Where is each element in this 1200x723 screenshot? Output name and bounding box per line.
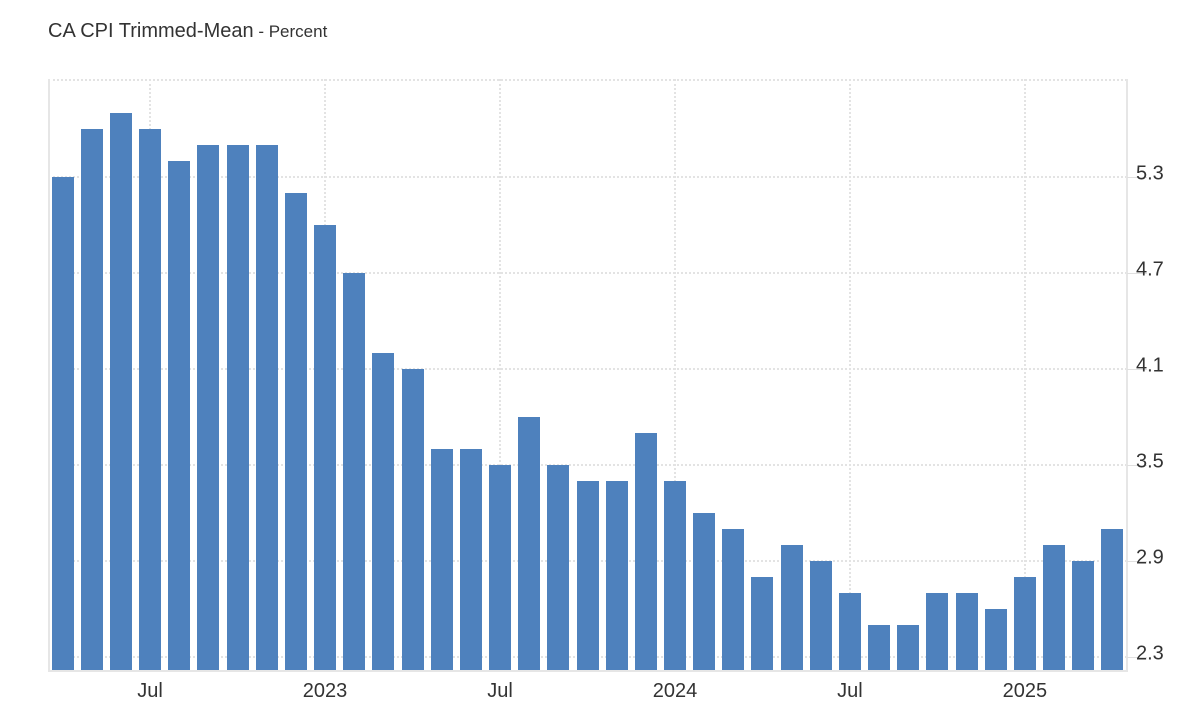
y-tick-label: 3.5 [1136,450,1164,473]
bar[interactable] [168,160,191,670]
bar[interactable] [576,481,599,670]
bar[interactable] [197,144,220,670]
grid-line-horizontal [48,175,1127,178]
bar[interactable] [1013,577,1036,670]
y-tick-label: 2.3 [1136,642,1164,665]
y-tick-mark [1127,464,1147,466]
bar[interactable] [139,128,162,670]
grid-line-vertical [848,79,851,670]
grid-line-top [48,79,1127,81]
y-tick-mark [1127,272,1147,274]
bar[interactable] [809,561,832,670]
chart-title-unit: Percent [268,22,328,41]
bar[interactable] [284,192,307,670]
bar[interactable] [984,609,1007,670]
grid-line-horizontal [48,271,1127,274]
bar[interactable] [518,416,541,670]
plot-left-border [48,79,50,671]
y-axis-line [1126,79,1128,671]
x-axis-line [48,670,1128,672]
x-tick-label: Jul [487,680,513,702]
x-tick-label: 2025 [1002,680,1048,702]
bar-series [48,79,1127,670]
bar[interactable] [226,144,249,670]
y-tick-mark [1127,561,1147,563]
bar[interactable] [634,432,657,670]
y-tick-mark [1127,176,1147,178]
x-tick-label: Jul [837,680,863,702]
bar[interactable] [751,577,774,670]
bar[interactable] [926,593,949,670]
bar[interactable] [868,625,891,670]
chart-title-separator: - [253,22,269,41]
x-tick-label: 2024 [652,680,698,702]
grid-line-vertical [499,79,501,670]
bar[interactable] [372,352,395,670]
grid-line-horizontal [48,463,1127,466]
bar[interactable] [255,144,278,670]
bar[interactable] [1043,545,1066,670]
chart-title: CA CPI Trimmed-Mean - Percent [48,20,327,43]
bar[interactable] [489,465,511,670]
bar[interactable] [314,224,337,670]
grid-line-horizontal [48,367,1127,370]
bar[interactable] [1072,561,1095,670]
y-tick-label: 2.9 [1136,546,1164,569]
bar[interactable] [430,448,453,670]
bar[interactable] [780,545,803,670]
bar[interactable] [722,529,745,670]
y-tick-label: 5.3 [1136,162,1164,185]
bar[interactable] [1101,529,1124,670]
bar[interactable] [80,128,103,670]
grid-line-vertical [673,79,676,670]
chart-title-main: CA CPI Trimmed-Mean [48,20,254,42]
bar[interactable] [605,481,628,670]
bar[interactable] [401,368,424,670]
y-tick-mark [1127,657,1147,659]
bar[interactable] [663,481,686,670]
bar[interactable] [955,593,978,670]
bar[interactable] [459,448,482,670]
bar[interactable] [109,112,132,670]
y-tick-label: 4.7 [1136,258,1164,281]
y-tick-mark [1127,368,1147,370]
bar[interactable] [838,593,861,670]
bar[interactable] [51,176,74,670]
x-tick-label: 2023 [302,680,348,702]
y-tick-label: 4.1 [1136,354,1164,377]
x-tick-label: Jul [137,680,163,702]
plot-area [48,79,1127,670]
grid-line-vertical [1023,79,1026,670]
bar[interactable] [693,513,716,670]
bar[interactable] [343,272,366,670]
bar[interactable] [897,625,920,670]
bar[interactable] [547,465,570,670]
